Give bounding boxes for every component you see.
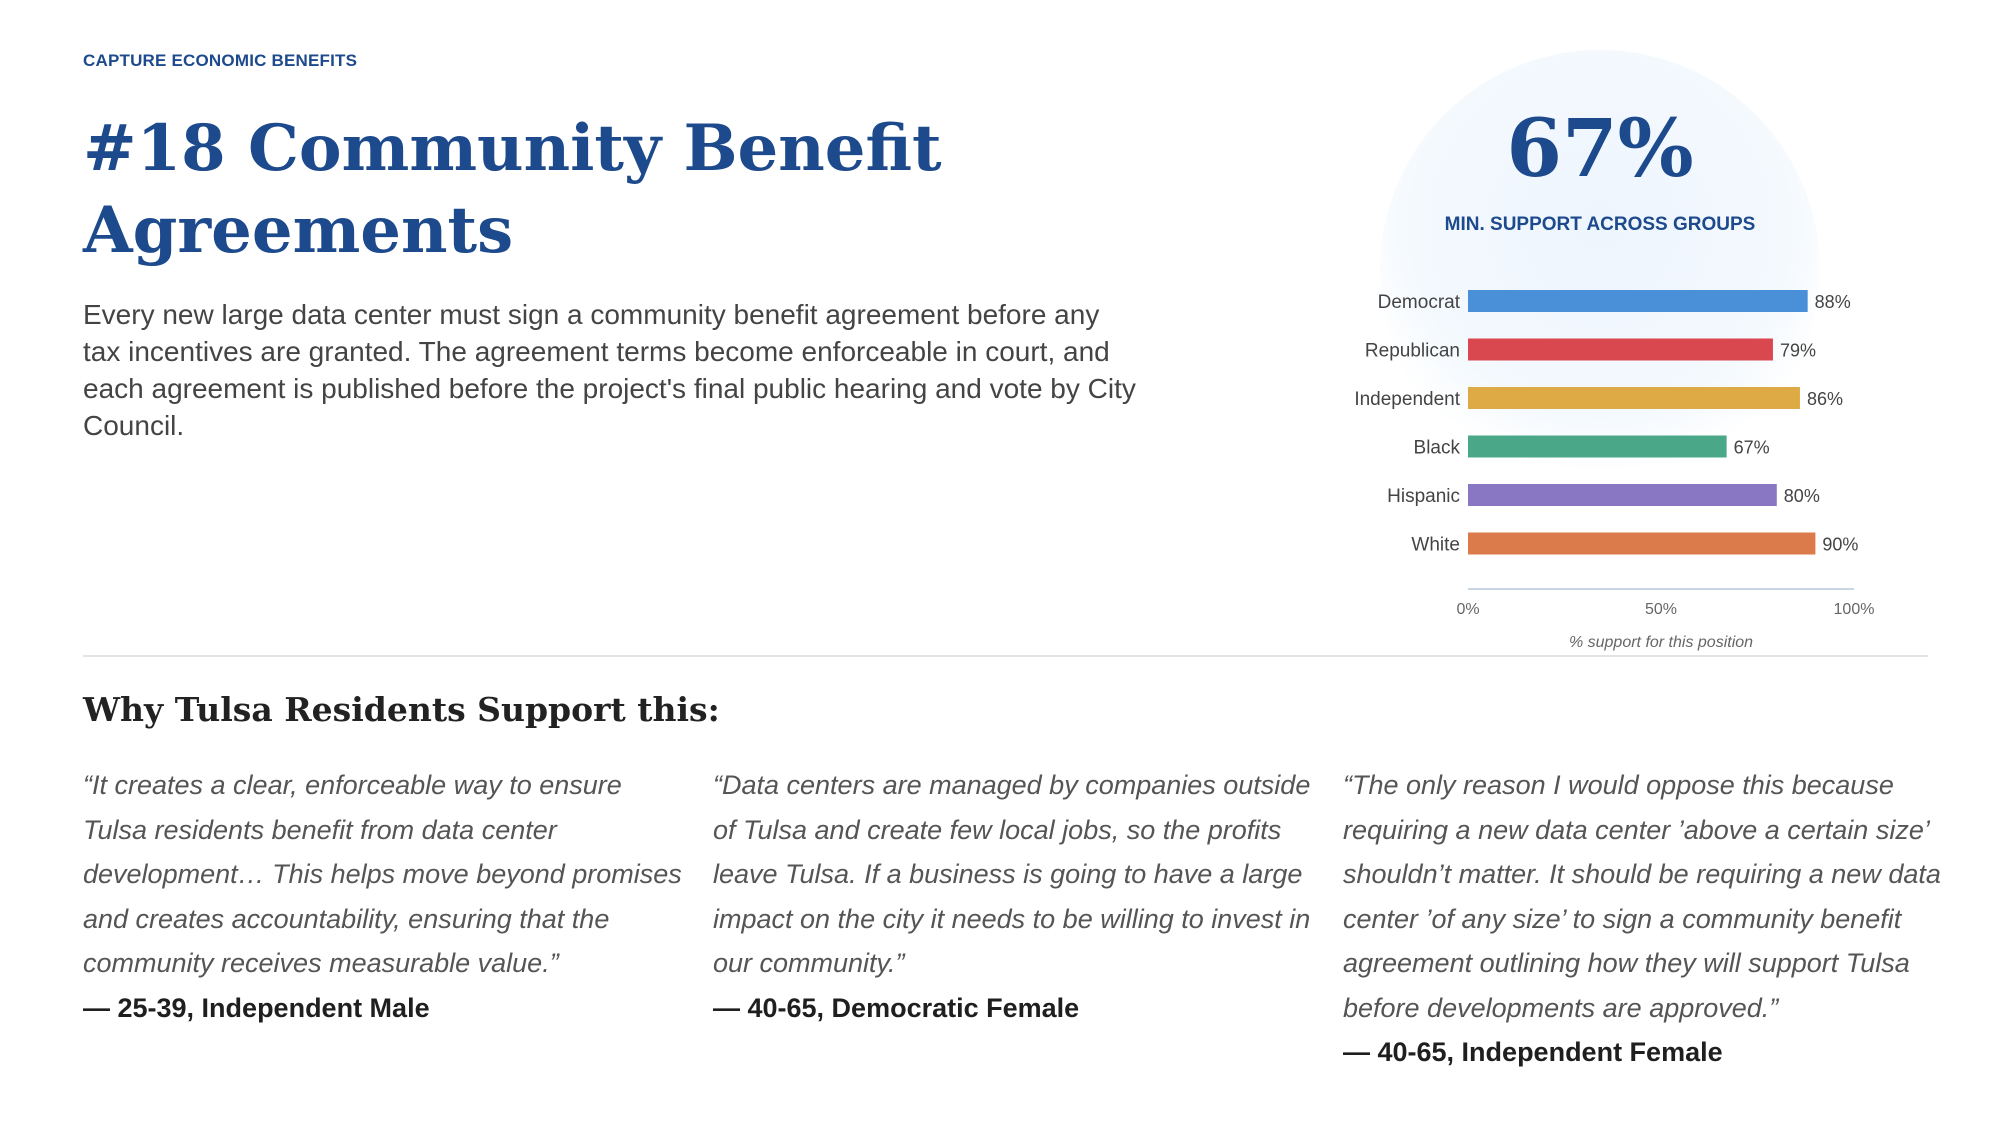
category-label: Hispanic <box>1387 486 1460 507</box>
data-label: 79% <box>1780 341 1816 361</box>
bar <box>1468 387 1800 409</box>
quote-attribution: — 40-65, Independent Female <box>1343 1037 1723 1067</box>
bar <box>1468 435 1727 458</box>
stat-background-circle <box>1380 50 1820 490</box>
category-label: Black <box>1414 438 1461 459</box>
quote-card: “The only reason I would oppose this bec… <box>1343 763 1953 1075</box>
section-eyebrow: CAPTURE ECONOMIC BENEFITS <box>83 51 358 70</box>
page-title: #18 Community Benefit Agreements <box>83 111 942 268</box>
bar <box>1468 338 1773 361</box>
quote-attribution: — 25-39, Independent Male <box>83 992 430 1023</box>
policy-description: Every new large data center must sign a … <box>83 299 1136 441</box>
support-bar-chart: Democrat 88% Republican 79% Independent 86% Bl… <box>1354 290 1875 651</box>
x-axis-title: % support for this position <box>1569 634 1753 651</box>
data-label: 90% <box>1822 535 1858 555</box>
category-label: White <box>1411 535 1460 556</box>
quote-text: “Data centers are managed by companies o… <box>713 770 1311 978</box>
min-support-label: MIN. SUPPORT ACROSS GROUPS <box>1444 214 1756 235</box>
min-support-value: 67% <box>1506 101 1694 195</box>
data-label: 80% <box>1784 486 1820 506</box>
x-tick-label: 100% <box>1834 601 1875 618</box>
quote-text: “It creates a clear, enforceable way to … <box>83 770 682 978</box>
x-tick-label: 0% <box>1456 601 1479 618</box>
quote-card: “It creates a clear, enforceable way to … <box>83 763 683 1030</box>
category-label: Democrat <box>1378 292 1461 313</box>
bar <box>1468 484 1777 506</box>
x-tick-label: 50% <box>1645 601 1677 618</box>
data-label: 86% <box>1807 389 1843 409</box>
category-label: Republican <box>1365 341 1460 362</box>
data-label: 88% <box>1815 292 1851 312</box>
section-divider <box>83 655 1928 657</box>
quote-text: “The only reason I would oppose this bec… <box>1343 770 1941 1023</box>
bar <box>1468 290 1808 312</box>
why-support-heading: Why Tulsa Residents Support this: <box>83 690 720 729</box>
quote-attribution: — 40-65, Democratic Female <box>713 992 1080 1023</box>
data-label: 67% <box>1734 438 1770 458</box>
bar <box>1468 532 1816 555</box>
category-label: Independent <box>1354 389 1460 410</box>
quote-card: “Data centers are managed by companies o… <box>713 763 1313 1030</box>
